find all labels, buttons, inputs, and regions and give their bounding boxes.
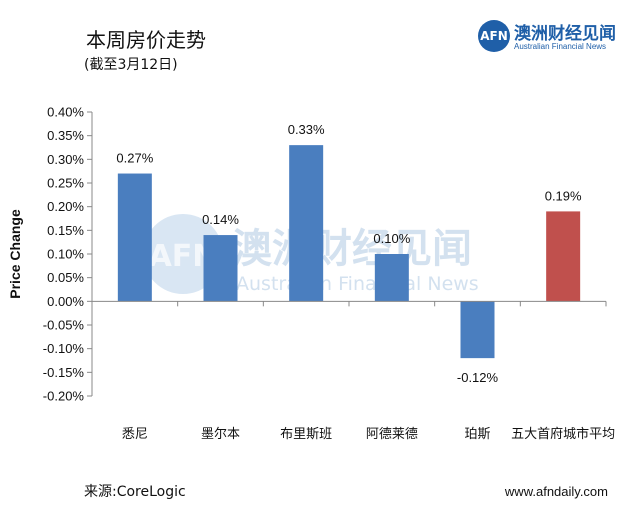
bar: [460, 301, 495, 359]
data-label: 0.27%: [116, 151, 153, 166]
category-labels: 悉尼 墨尔本 布里斯班 阿德莱德 珀斯 五大首府城市平均: [122, 426, 615, 442]
data-label: 0.33%: [288, 122, 325, 137]
category-label: 墨尔本: [201, 427, 240, 442]
y-tick-label: -0.10%: [43, 341, 85, 356]
category-label: 阿德莱德: [366, 427, 418, 442]
afn-logo-en: Australian Financial News: [514, 42, 607, 51]
category-label: 悉尼: [122, 427, 148, 442]
bar: [374, 254, 409, 302]
bars: [117, 145, 581, 359]
y-tick-label: 0.20%: [47, 199, 84, 214]
y-tick-label: 0.15%: [47, 223, 84, 238]
y-tick-label: 0.05%: [47, 270, 84, 285]
site-url: www.afndaily.com: [504, 484, 608, 499]
y-tick-label: -0.20%: [43, 389, 85, 404]
data-labels: 0.27% 0.14% 0.33% 0.10% -0.12% 0.19%: [116, 122, 582, 385]
category-label: 布里斯班: [280, 427, 332, 442]
y-tick-label: 0.40%: [47, 105, 84, 120]
afn-logo: AFN 澳洲财经见闻 Australian Financial News: [478, 18, 628, 58]
afn-logo-mark: AFN: [478, 20, 510, 52]
chart-subtitle: (截至3月12日): [84, 57, 178, 73]
data-label: 0.14%: [202, 212, 239, 227]
y-axis-label: Price Change: [7, 209, 23, 299]
data-label: -0.12%: [457, 370, 499, 385]
watermark-en: Australian Financial News: [236, 273, 479, 295]
data-label: 0.19%: [545, 188, 582, 203]
y-tick-label: -0.15%: [43, 365, 85, 380]
y-tick-label: -0.05%: [43, 318, 85, 333]
afn-logo-cn: 澳洲财经见闻: [514, 24, 616, 44]
watermark-circle: [143, 214, 223, 294]
bar: [546, 211, 581, 302]
category-label: 珀斯: [464, 427, 490, 442]
y-axis-ticks: 0.40% 0.35% 0.30% 0.25% 0.20% 0.15% 0.10% 0.05%…: [43, 105, 92, 404]
chart-title: 本周房价走势: [86, 28, 206, 52]
bar: [117, 173, 152, 302]
data-label: 0.10%: [373, 231, 410, 246]
y-tick-label: 0.35%: [47, 128, 84, 143]
source-note: 来源:CoreLogic: [84, 484, 186, 500]
y-tick-label: 0.00%: [47, 294, 84, 309]
bar: [289, 145, 324, 302]
y-tick-label: 0.30%: [47, 152, 84, 167]
category-label: 五大首府城市平均: [511, 426, 615, 442]
watermark-cn: 澳洲财经见闻: [232, 226, 472, 272]
y-tick-label: 0.25%: [47, 176, 84, 191]
x-axis-ticks: [177, 301, 607, 307]
bar: [203, 235, 238, 302]
y-tick-label: 0.10%: [47, 247, 84, 262]
